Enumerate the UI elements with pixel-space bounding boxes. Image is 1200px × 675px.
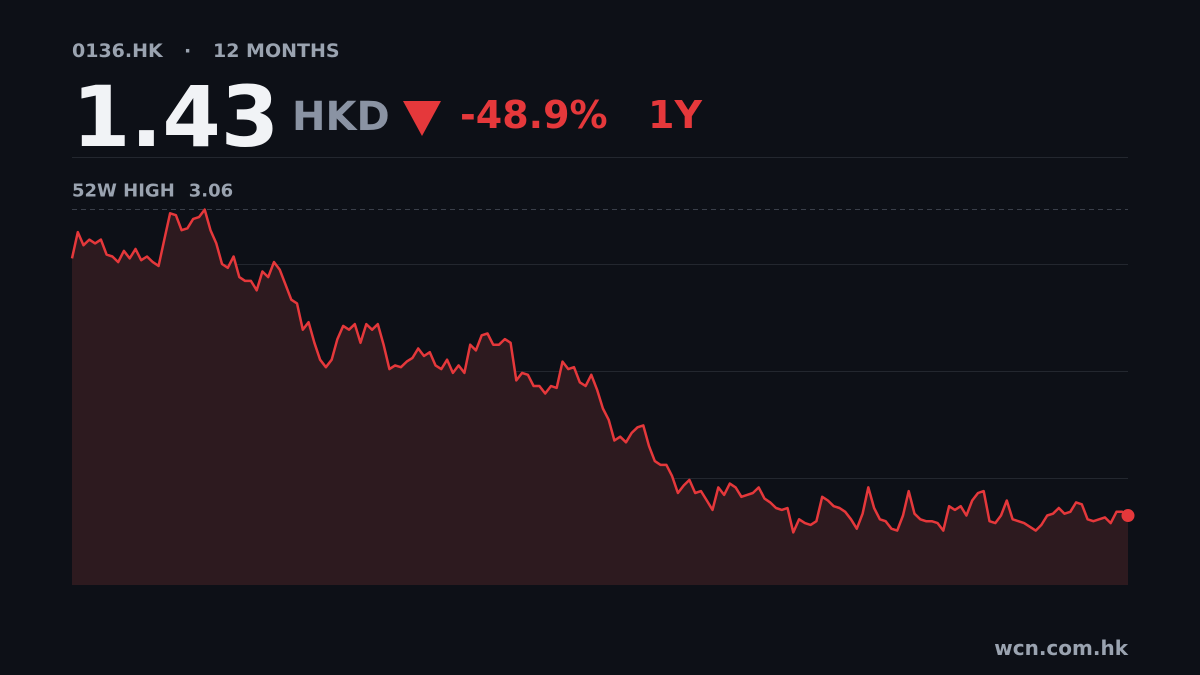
currency: HKD: [292, 94, 390, 140]
end-point: [1121, 509, 1135, 523]
reference-label: 52W HIGH: [72, 181, 175, 202]
ticker: 0136.HK: [72, 40, 164, 62]
down-arrow: [403, 101, 441, 136]
reference-value: 3.06: [189, 181, 233, 202]
range: 1Y: [648, 93, 702, 137]
line: [70, 208, 1129, 534]
change: -48.9%: [460, 93, 608, 137]
period: 12 MONTHS: [213, 40, 340, 62]
area: [72, 209, 1128, 585]
price: 1.43: [72, 68, 279, 166]
separator: ·: [184, 40, 191, 62]
source: wcn.com.hk: [994, 636, 1128, 660]
